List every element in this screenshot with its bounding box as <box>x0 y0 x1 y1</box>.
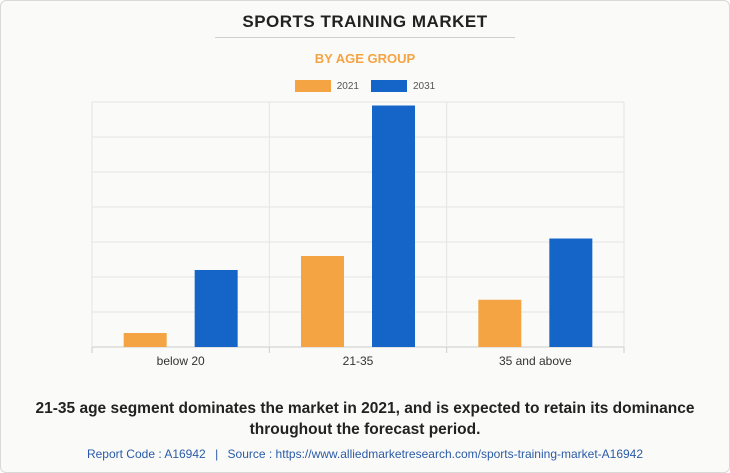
x-tick-label: 35 and above <box>499 354 572 368</box>
legend-swatch-2021 <box>294 80 331 92</box>
legend: 2021 2031 <box>0 80 730 92</box>
bar-2021-21-35 <box>301 256 344 347</box>
legend-label-2031: 2031 <box>413 80 436 92</box>
legend-item-2021[interactable]: 2021 <box>294 80 359 92</box>
bar-2031-21-35 <box>372 105 415 347</box>
bar-2031-35-and-above <box>549 238 593 347</box>
legend-swatch-2031 <box>371 80 407 92</box>
caption-line-1: 21-35 age segment dominates the market i… <box>35 400 695 417</box>
x-tick-label: below 20 <box>157 354 205 368</box>
chart-caption: 21-35 age segment dominates the market i… <box>0 398 730 440</box>
footer: Report Code : A16942 | Source : https://… <box>0 447 730 461</box>
footer-separator: | <box>215 447 219 461</box>
bar-2021-below-20 <box>123 333 167 347</box>
bar-2021-35-and-above <box>478 299 522 347</box>
title-divider <box>215 37 515 38</box>
caption-line-2: throughout the forecast period. <box>249 421 481 438</box>
bar-2031-below-20 <box>194 270 238 347</box>
legend-item-2031[interactable]: 2031 <box>371 80 435 92</box>
x-tick-label: 21-35 <box>343 354 374 368</box>
report-code: Report Code : A16942 <box>86 447 206 461</box>
chart-title: SPORTS TRAINING MARKET <box>242 12 488 31</box>
legend-label-2021: 2021 <box>336 80 359 92</box>
source-link[interactable]: Source : https://www.alliedmarketresearc… <box>227 447 644 461</box>
chart-subtitle: BY AGE GROUP <box>314 51 416 66</box>
